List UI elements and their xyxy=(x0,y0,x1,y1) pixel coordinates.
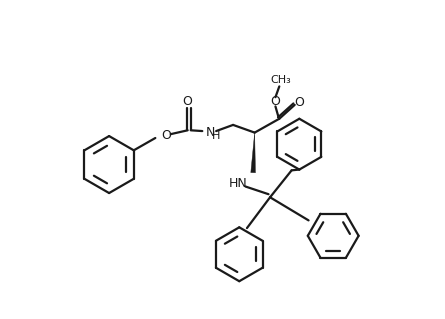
Text: H: H xyxy=(212,131,220,141)
Text: HN: HN xyxy=(228,177,247,190)
Text: N: N xyxy=(206,126,215,139)
Text: CH₃: CH₃ xyxy=(271,75,291,85)
Text: O: O xyxy=(161,129,171,142)
Text: O: O xyxy=(271,95,280,108)
Text: O: O xyxy=(295,96,304,109)
Polygon shape xyxy=(251,133,255,173)
Text: O: O xyxy=(183,95,193,108)
